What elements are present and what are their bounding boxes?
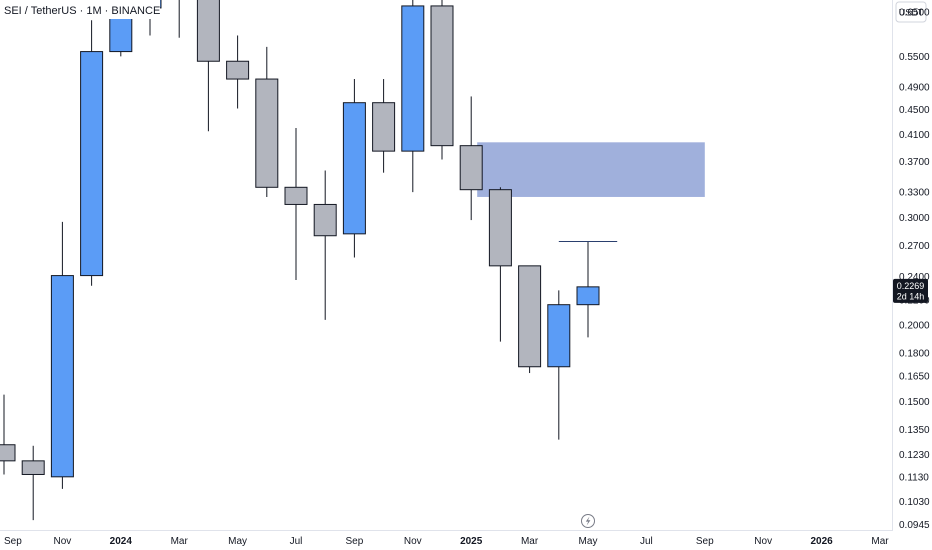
candle-body — [0, 444, 16, 462]
candle-body — [459, 145, 483, 191]
candle — [0, 394, 16, 475]
price-tick-label: 0.3700 — [899, 157, 930, 168]
candles-layer — [0, 0, 600, 521]
price-tick-label: 0.6500 — [899, 7, 930, 18]
time-tick-label: Sep — [346, 536, 364, 547]
candle-body — [80, 51, 104, 277]
current-price-label-box — [893, 278, 928, 303]
candle — [50, 221, 74, 489]
currency-badge[interactable]: USDT — [895, 1, 927, 23]
candle-body — [342, 102, 366, 235]
time-tick-label: Sep — [4, 536, 22, 547]
price-axis[interactable] — [892, 0, 932, 550]
time-tick-label: May — [228, 536, 247, 547]
candle-body — [226, 60, 250, 80]
supply-zone-layer — [477, 142, 705, 197]
currency-badge-box[interactable] — [895, 1, 927, 23]
price-tick-label: 0.1130 — [899, 472, 929, 483]
candle — [488, 187, 512, 342]
legend-background — [0, 0, 160, 19]
candle — [342, 79, 366, 258]
candle — [547, 290, 571, 440]
candle-body — [313, 203, 337, 237]
candle-body — [576, 286, 600, 306]
candle-body — [284, 186, 308, 205]
time-tick-label: Mar — [521, 536, 539, 547]
candle-body — [255, 78, 279, 188]
candle — [80, 20, 104, 286]
price-tick-label: 0.2700 — [899, 241, 930, 252]
candle-body — [372, 102, 396, 152]
time-axis-background — [0, 530, 893, 550]
price-tick-label: 0.1650 — [899, 372, 930, 383]
candle — [372, 79, 396, 173]
price-tick-label: 0.4500 — [899, 105, 930, 116]
current-price-countdown: 2d 14h — [897, 291, 925, 301]
candle — [459, 96, 483, 221]
time-tick-label: Nov — [54, 536, 72, 547]
candle — [430, 0, 454, 160]
price-tick-label: 0.4900 — [899, 83, 930, 94]
price-tick-label: 0.5500 — [899, 52, 930, 63]
time-tick-label: Jul — [290, 536, 303, 547]
supply-zone[interactable] — [477, 142, 705, 197]
price-tick-label: 0.2400 — [899, 272, 930, 283]
candle — [21, 445, 45, 521]
candle — [284, 128, 308, 281]
time-tick-label: May — [579, 536, 598, 547]
price-tick-label: 0.1800 — [899, 349, 930, 360]
time-tick-label: 2024 — [110, 536, 133, 547]
candle — [576, 241, 600, 338]
price-tick-label: 0.0945 — [899, 520, 930, 531]
candle — [178, 0, 180, 38]
price-tick-label: 0.2000 — [899, 321, 930, 332]
candle — [196, 0, 220, 132]
candle-body — [518, 265, 542, 368]
currency-badge-label: USDT — [899, 8, 924, 18]
time-tick-label: Sep — [696, 536, 714, 547]
lightning-icon[interactable] — [581, 514, 595, 528]
time-tick-label: Jul — [640, 536, 653, 547]
current-price-label: 0.2269 2d 14h — [893, 278, 928, 303]
time-axis[interactable] — [0, 530, 893, 550]
candle-body — [488, 189, 512, 267]
price-tick-label: 0.1500 — [899, 397, 930, 408]
chart-title: SEI / TetherUS · 1M · BINANCE — [4, 5, 160, 17]
candle-body — [50, 275, 74, 478]
time-tick-label: Nov — [754, 536, 772, 547]
price-tick-label: 0.3300 — [899, 188, 930, 199]
time-tick-label: 2026 — [810, 536, 833, 547]
candle — [518, 265, 542, 374]
price-tick-label: 0.3000 — [899, 213, 930, 224]
price-tick-label: 0.1230 — [899, 450, 930, 461]
time-tick-label: Nov — [404, 536, 422, 547]
lightning-icon-glyph — [585, 516, 591, 526]
candle — [226, 35, 250, 109]
time-tick-label: Mar — [171, 536, 189, 547]
candle-body — [196, 0, 220, 62]
price-tick-label: 0.1030 — [899, 497, 930, 508]
candle-body — [401, 5, 425, 152]
time-tick-label: 2025 — [460, 536, 483, 547]
current-price-value: 0.2269 — [897, 281, 925, 291]
price-tick-label: 0.1350 — [899, 425, 930, 436]
candle-body — [547, 304, 571, 368]
candle — [401, 0, 425, 193]
candle-body — [430, 5, 454, 147]
time-tick-labels: Sep Nov 2024 Mar May Jul Sep Nov 2025 Mar May Jul Se… — [4, 536, 889, 547]
candle — [313, 170, 337, 320]
candle — [255, 46, 279, 197]
price-tick-label: 0.4100 — [899, 130, 930, 141]
time-tick-label: Mar — [871, 536, 889, 547]
candle-body — [21, 460, 45, 475]
price-axis-background — [893, 0, 932, 550]
